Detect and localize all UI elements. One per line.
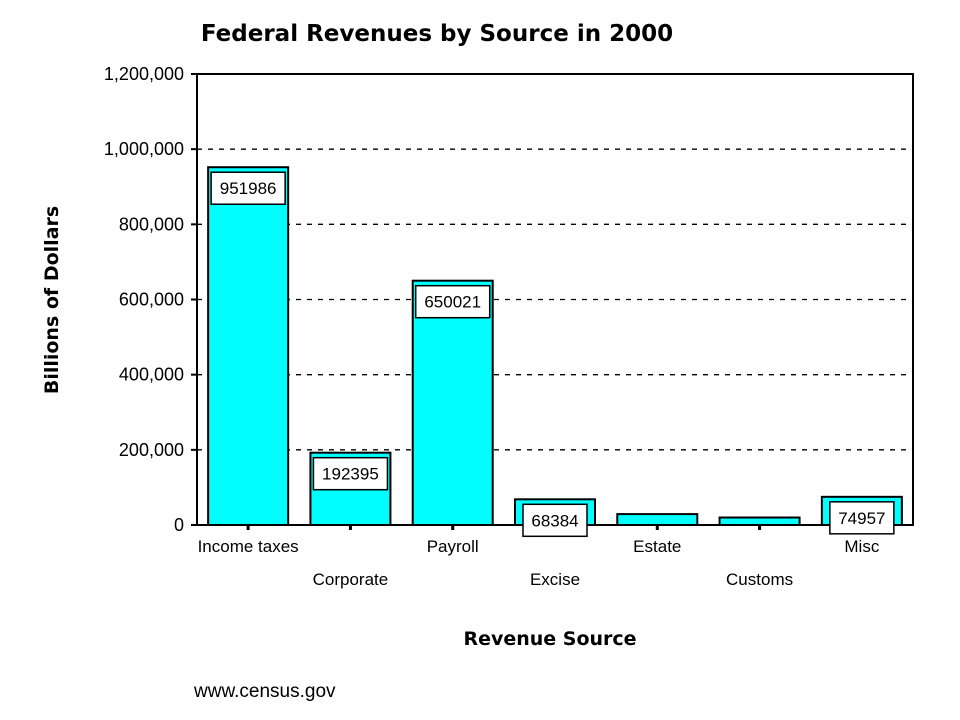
x-tick-label: Customs — [726, 570, 793, 589]
data-label: 192395 — [322, 465, 379, 484]
x-tick-label: Excise — [530, 570, 580, 589]
bars — [207, 166, 903, 527]
x-axis-title: Revenue Source — [463, 628, 636, 650]
data-label-box — [210, 171, 286, 205]
gridlines — [197, 148, 913, 451]
y-tick-label: 800,000 — [119, 214, 184, 234]
y-tick-label: 1,000,000 — [104, 139, 184, 159]
data-label-box — [312, 456, 389, 491]
y-tick-label: 1,200,000 — [104, 64, 184, 84]
y-tick-label: 400,000 — [119, 365, 184, 385]
bar — [207, 166, 290, 527]
x-tick-label: Income taxes — [198, 537, 299, 556]
data-labels: 951986 192395 650021 68384 74957 — [210, 171, 895, 538]
y-tick-label: 0 — [174, 515, 184, 535]
y-tick-label: 600,000 — [119, 290, 184, 310]
data-label: 650021 — [424, 293, 481, 312]
x-tick-label: Estate — [633, 537, 681, 556]
data-label: 951986 — [220, 179, 277, 198]
data-label-box — [414, 284, 491, 319]
data-label-box — [522, 503, 588, 538]
bar — [718, 516, 801, 526]
bar — [616, 513, 699, 526]
source-credit: www.census.gov — [193, 681, 336, 702]
y-axis-ticks: 0 200,000 400,000 600,000 800,000 1,000,000 1,… — [104, 64, 197, 535]
y-tick-label: 200,000 — [119, 440, 184, 460]
x-tick-label: Corporate — [313, 570, 389, 589]
x-axis-labels: Income taxes Corporate Payroll Excise Estate… — [198, 525, 880, 589]
chart-title: Federal Revenues by Source in 2000 — [201, 21, 673, 47]
x-tick-label: Misc — [844, 537, 879, 556]
data-label: 68384 — [531, 511, 578, 530]
data-label-box — [829, 501, 895, 535]
y-axis-title: Billions of Dollars — [41, 206, 63, 394]
x-tick-label: Payroll — [427, 537, 479, 556]
data-label: 74957 — [838, 509, 885, 528]
